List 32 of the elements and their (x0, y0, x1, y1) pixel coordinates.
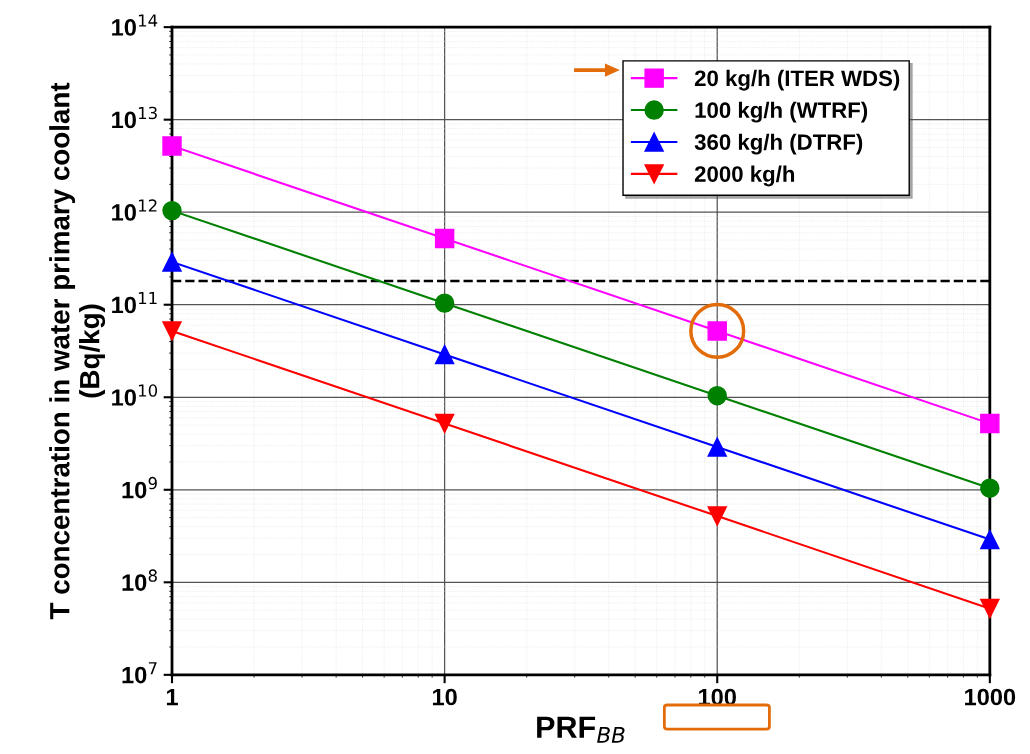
point (434, 228, 455, 249)
y-axis-title: T concentration in water primary coolant (Bq/kg) (49, 82, 106, 620)
point (980, 529, 1000, 550)
point (434, 413, 455, 434)
point (162, 136, 182, 156)
y-tick-label: 10$^{9}$ (122, 476, 157, 499)
point (980, 413, 1000, 434)
y-tick-label: 10$^{8}$ (122, 569, 157, 591)
y-tick-label: 10$^{13}$ (112, 106, 157, 129)
y-tick-label: 10$^{14}$ (112, 14, 158, 36)
y-tick-label: 10$^{11}$ (112, 292, 157, 314)
point (980, 598, 1000, 619)
point (707, 437, 727, 457)
x-tick-label: 1 (166, 688, 178, 706)
legend-label: 360 kg/h (DTRF) (694, 133, 863, 155)
y-tick-label: 10$^{12}$ (112, 199, 157, 221)
point (162, 321, 182, 341)
x-tick-label: 10 (432, 688, 457, 706)
legend-label: 100 kg/h (WTRF) (695, 101, 868, 123)
legend-label: 20 kg/h (ITER WDS) (694, 69, 900, 91)
y-tick-label: 10$^{10}$ (112, 384, 158, 406)
point (162, 252, 182, 272)
legend-label: 2000 kg/h (694, 165, 795, 187)
point (980, 478, 1000, 498)
x-axis-title: PRF$_{BB}$ (537, 716, 625, 743)
point (434, 344, 455, 365)
x-tick-label: 1000 (965, 688, 1016, 706)
point (162, 200, 182, 221)
point (707, 385, 727, 406)
point (707, 506, 727, 526)
y-tick-label: 10$^{7}$ (122, 662, 157, 684)
point (434, 293, 455, 313)
